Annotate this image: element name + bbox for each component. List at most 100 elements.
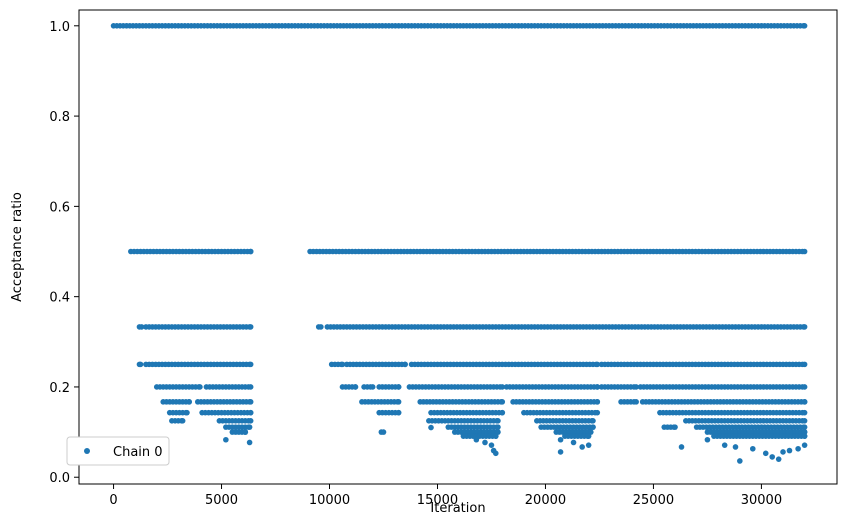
data-point — [780, 449, 786, 455]
x-tick-label: 25000 — [633, 493, 674, 508]
data-point — [594, 399, 601, 405]
data-point — [247, 324, 254, 330]
x-tick-label: 15000 — [417, 493, 458, 508]
data-point — [246, 424, 253, 430]
data-point — [197, 384, 203, 390]
data-point — [721, 442, 728, 448]
x-tick-label: 10000 — [309, 493, 350, 508]
data-point — [246, 439, 253, 446]
legend-marker — [84, 448, 90, 454]
data-point — [801, 399, 808, 405]
plot-frame — [78, 9, 838, 485]
data-point — [801, 248, 808, 255]
legend-label-chain-0: Chain 0 — [113, 445, 163, 460]
data-point — [402, 361, 408, 368]
data-point — [801, 424, 808, 430]
data-point — [570, 439, 577, 446]
data-point — [318, 324, 324, 330]
data-point — [482, 439, 488, 446]
data-point — [737, 458, 743, 464]
legend: Chain 0 — [66, 436, 170, 466]
data-point — [184, 409, 190, 416]
x-tick-label: 30000 — [741, 493, 782, 508]
data-point — [557, 436, 564, 443]
data-point — [395, 399, 402, 405]
data-point — [557, 449, 564, 455]
data-point — [678, 444, 685, 450]
data-point — [473, 436, 480, 443]
y-tick-label: 0.6 — [49, 200, 70, 215]
data-point — [801, 23, 808, 29]
data-point — [247, 384, 254, 390]
data-point — [380, 429, 387, 435]
data-point — [801, 433, 808, 439]
data-point — [801, 361, 808, 368]
data-point — [585, 442, 592, 448]
data-point — [428, 424, 434, 431]
data-point — [786, 447, 793, 454]
data-point — [795, 445, 801, 452]
data-point — [242, 429, 249, 435]
data-point — [138, 324, 145, 330]
data-point — [801, 442, 808, 448]
y-axis-title: Acceptance ratio — [10, 192, 25, 302]
data-point — [579, 444, 585, 450]
data-point — [395, 384, 402, 390]
data-point — [594, 361, 601, 368]
y-tick-label: 0.2 — [49, 381, 70, 396]
data-point — [775, 456, 782, 462]
data-point — [499, 384, 506, 390]
y-axis-ticks: 0.0 0.2 0.4 0.6 0.8 1.0 — [49, 20, 79, 486]
data-point — [137, 361, 144, 368]
x-axis-ticks: 0 5000 10000 15000 20000 25000 30000 — [109, 484, 782, 508]
legend-box — [66, 436, 170, 466]
data-point — [247, 361, 254, 368]
data-point — [495, 424, 501, 430]
x-axis-title: Iteration — [430, 501, 485, 516]
x-tick-label: 20000 — [525, 493, 566, 508]
y-tick-label: 1.0 — [49, 20, 70, 35]
y-tick-label: 0.0 — [49, 471, 70, 486]
data-point — [672, 424, 678, 430]
y-tick-label: 0.8 — [49, 110, 70, 125]
data-point — [590, 418, 596, 424]
x-tick-label: 0 — [109, 493, 117, 508]
y-tick-label: 0.4 — [49, 291, 70, 306]
data-point — [247, 409, 254, 416]
x-tick-label: 5000 — [205, 493, 238, 508]
data-point — [179, 418, 186, 424]
data-point — [633, 399, 639, 405]
data-point — [801, 418, 808, 424]
data-point — [499, 409, 506, 416]
data-point — [801, 409, 808, 416]
data-point — [488, 442, 495, 448]
data-point — [492, 433, 499, 439]
data-point — [339, 361, 346, 368]
data-point — [594, 384, 601, 390]
data-point — [633, 384, 639, 390]
data-point — [749, 445, 756, 452]
plot-background — [79, 10, 837, 484]
data-point — [762, 450, 769, 457]
data-point — [801, 429, 808, 435]
data-point — [395, 409, 402, 416]
data-point — [732, 444, 739, 450]
data-point — [369, 384, 376, 390]
data-point — [247, 248, 254, 255]
data-point — [585, 433, 592, 439]
data-point — [352, 384, 359, 390]
data-point — [801, 324, 808, 330]
series-chain-0 — [110, 23, 808, 464]
data-point — [223, 436, 229, 443]
data-point — [499, 399, 506, 405]
data-point — [247, 418, 254, 424]
data-point — [801, 384, 808, 390]
plot-area — [78, 9, 838, 485]
data-point — [492, 450, 499, 457]
data-point — [769, 454, 776, 460]
data-point — [495, 418, 501, 424]
data-point — [704, 436, 711, 443]
data-point — [590, 424, 596, 430]
data-point — [594, 409, 601, 416]
